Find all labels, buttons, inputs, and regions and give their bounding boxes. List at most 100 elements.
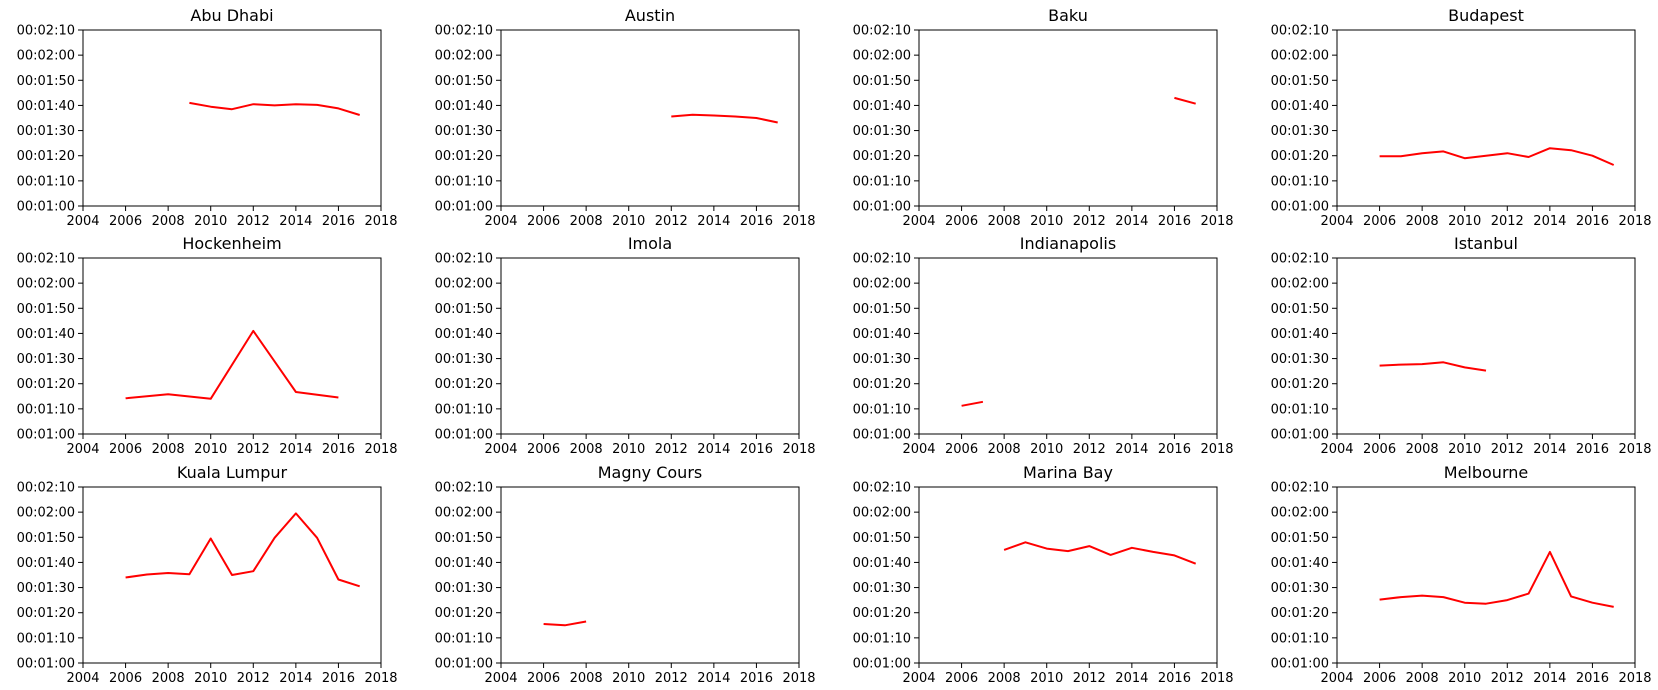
y-tick-label: 00:01:30 [17, 581, 75, 596]
x-tick-label: 2008 [570, 671, 603, 686]
x-tick-label: 2018 [1200, 442, 1233, 457]
y-tick-label: 00:02:00 [1271, 506, 1329, 521]
x-tick-label: 2004 [66, 671, 99, 686]
subplot-title: Baku [1048, 6, 1088, 25]
y-tick-label: 00:01:50 [17, 531, 75, 546]
y-tick-label: 00:01:20 [17, 149, 75, 164]
x-tick-label: 2014 [697, 442, 730, 457]
lap-time-line [1379, 147, 1615, 166]
x-tick-label: 2016 [740, 214, 773, 229]
y-tick-label: 00:01:10 [853, 402, 911, 417]
x-tick-label: 2014 [1115, 671, 1148, 686]
y-tick-label: 00:02:00 [435, 506, 493, 521]
x-tick-label: 2012 [1491, 214, 1524, 229]
plot-area [82, 29, 382, 207]
y-tick-label: 00:02:10 [435, 24, 493, 39]
x-tick-label: 2014 [1115, 214, 1148, 229]
y-tick-label: 00:01:30 [435, 352, 493, 367]
x-tick-label: 2006 [527, 442, 560, 457]
y-tick-label: 00:01:30 [853, 581, 911, 596]
subplot-magny-cours: Magny Cours 2004 2006 2008 2010 2012 2014 2016 2… [435, 463, 816, 686]
y-tick-label: 00:01:00 [435, 200, 493, 215]
y-tick-label: 00:01:40 [1271, 327, 1329, 342]
x-tick-label: 2004 [484, 442, 517, 457]
y-tick-label: 00:01:40 [17, 327, 75, 342]
x-tick-label: 2004 [66, 214, 99, 229]
x-tick-label: 2004 [902, 442, 935, 457]
x-tick-label: 2014 [279, 214, 312, 229]
lap-time-line [1379, 361, 1487, 372]
x-tick-label: 2010 [1030, 671, 1063, 686]
x-tick-label: 2018 [1200, 214, 1233, 229]
x-tick-label: 2012 [237, 671, 270, 686]
y-tick-label: 00:01:00 [853, 657, 911, 672]
y-tick-label: 00:02:00 [1271, 49, 1329, 64]
x-tick-label: 2008 [1406, 214, 1439, 229]
subplot-budapest: Budapest 2004 2006 2008 2010 2012 2014 2016 2018… [1271, 6, 1652, 229]
y-tick-label: 00:01:10 [435, 174, 493, 189]
x-tick-label: 2010 [1448, 214, 1481, 229]
x-tick-label: 2010 [194, 442, 227, 457]
x-tick-label: 2006 [527, 671, 560, 686]
x-tick-label: 2004 [1320, 671, 1353, 686]
subplot-title: Marina Bay [1023, 463, 1113, 482]
y-tick-label: 00:01:20 [853, 606, 911, 621]
plot-area [1336, 29, 1636, 207]
x-tick-label: 2014 [697, 671, 730, 686]
x-tick-label: 2010 [1448, 671, 1481, 686]
y-tick-label: 00:01:20 [1271, 377, 1329, 392]
x-tick-label: 2016 [1576, 214, 1609, 229]
y-tick-label: 00:01:50 [1271, 302, 1329, 317]
x-tick-label: 2004 [1320, 214, 1353, 229]
lap-time-line [1003, 541, 1197, 565]
x-tick-label: 2010 [194, 214, 227, 229]
y-tick-label: 00:01:10 [853, 174, 911, 189]
x-tick-label: 2004 [902, 214, 935, 229]
x-tick-label: 2006 [945, 442, 978, 457]
y-tick-label: 00:01:50 [435, 531, 493, 546]
subplot-title: Indianapolis [1020, 234, 1116, 253]
y-tick-label: 00:01:40 [853, 99, 911, 114]
y-tick-label: 00:01:50 [17, 302, 75, 317]
x-tick-label: 2008 [1406, 671, 1439, 686]
y-tick-label: 00:01:30 [1271, 352, 1329, 367]
subplot-hockenheim: Hockenheim 2004 2006 2008 2010 2012 2014 2016 20… [17, 234, 398, 457]
x-tick-label: 2006 [527, 214, 560, 229]
subplot-title: Melbourne [1444, 463, 1528, 482]
y-tick-label: 00:01:40 [853, 556, 911, 571]
y-tick-label: 00:01:10 [17, 402, 75, 417]
x-tick-label: 2008 [570, 442, 603, 457]
x-tick-label: 2018 [782, 671, 815, 686]
x-tick-label: 2016 [322, 214, 355, 229]
y-tick-label: 00:01:40 [435, 99, 493, 114]
y-tick-label: 00:01:00 [17, 200, 75, 215]
y-tick-label: 00:01:50 [1271, 74, 1329, 89]
subplot-melbourne: Melbourne 2004 2006 2008 2010 2012 2014 2016 201… [1271, 463, 1652, 686]
y-tick-label: 00:01:40 [435, 327, 493, 342]
plot-area [918, 29, 1218, 207]
x-tick-label: 2006 [109, 214, 142, 229]
x-tick-label: 2016 [1158, 671, 1191, 686]
y-tick-label: 00:01:10 [1271, 402, 1329, 417]
y-tick-label: 00:01:40 [17, 99, 75, 114]
plot-area [82, 486, 382, 664]
y-tick-label: 00:02:00 [435, 49, 493, 64]
x-tick-label: 2008 [570, 214, 603, 229]
y-tick-label: 00:01:30 [435, 124, 493, 139]
x-tick-label: 2018 [1618, 671, 1651, 686]
x-tick-label: 2008 [1406, 442, 1439, 457]
x-tick-label: 2008 [152, 442, 185, 457]
y-tick-label: 00:01:30 [853, 124, 911, 139]
y-tick-label: 00:01:20 [1271, 606, 1329, 621]
y-tick-label: 00:01:10 [435, 402, 493, 417]
lap-time-line [1174, 96, 1196, 105]
x-tick-label: 2012 [655, 671, 688, 686]
plot-area [1336, 486, 1636, 664]
x-tick-label: 2018 [364, 214, 397, 229]
y-tick-label: 00:01:10 [1271, 631, 1329, 646]
x-tick-label: 2006 [1363, 442, 1396, 457]
y-tick-label: 00:01:00 [1271, 428, 1329, 443]
subplot-marina-bay: Marina Bay 2004 2006 2008 2010 2012 2014 2016 20… [853, 463, 1234, 686]
y-tick-label: 00:01:00 [17, 657, 75, 672]
